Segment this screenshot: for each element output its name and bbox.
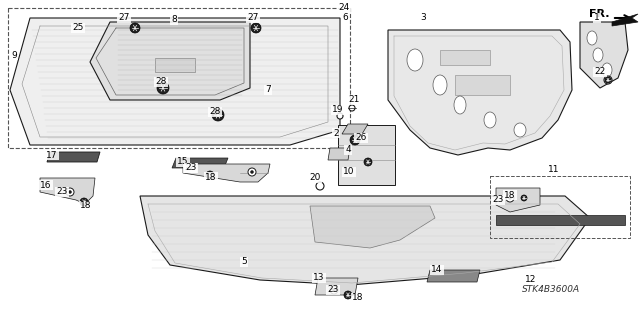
Text: 18: 18 (80, 202, 92, 211)
Polygon shape (328, 148, 350, 160)
Polygon shape (338, 125, 395, 185)
Text: 28: 28 (156, 78, 166, 86)
Text: 14: 14 (431, 265, 443, 275)
Text: 6: 6 (342, 13, 348, 23)
Polygon shape (155, 58, 195, 72)
Circle shape (250, 170, 253, 174)
Text: 19: 19 (332, 106, 344, 115)
Circle shape (509, 197, 511, 199)
Text: 9: 9 (11, 50, 17, 60)
Ellipse shape (587, 31, 597, 45)
Polygon shape (496, 215, 625, 225)
Polygon shape (47, 152, 100, 162)
Text: 16: 16 (40, 181, 52, 189)
Text: 21: 21 (348, 95, 360, 105)
Circle shape (212, 109, 224, 121)
Polygon shape (183, 164, 270, 182)
Polygon shape (172, 158, 228, 168)
Text: 12: 12 (184, 164, 196, 173)
Ellipse shape (602, 63, 612, 77)
Text: 18: 18 (504, 190, 516, 199)
Polygon shape (315, 278, 358, 295)
Circle shape (604, 76, 612, 84)
Text: 27: 27 (118, 13, 130, 23)
Text: 22: 22 (595, 68, 605, 77)
Ellipse shape (593, 48, 603, 62)
Text: 26: 26 (355, 133, 367, 143)
Text: 1: 1 (594, 13, 600, 23)
Circle shape (605, 77, 611, 83)
Circle shape (206, 171, 214, 179)
Circle shape (248, 168, 256, 176)
Circle shape (130, 23, 140, 33)
Text: 23: 23 (327, 286, 339, 294)
Text: 13: 13 (313, 273, 324, 283)
Text: 18: 18 (352, 293, 364, 302)
Circle shape (337, 113, 343, 119)
Ellipse shape (454, 96, 466, 114)
Circle shape (157, 82, 169, 94)
Polygon shape (427, 270, 480, 282)
Circle shape (506, 194, 514, 202)
Text: 11: 11 (548, 166, 560, 174)
Text: 15: 15 (177, 158, 189, 167)
Circle shape (333, 288, 335, 292)
Circle shape (344, 291, 352, 299)
Bar (8, 8, 350, 148)
Circle shape (66, 188, 74, 196)
Circle shape (521, 195, 527, 201)
Circle shape (316, 182, 324, 190)
Text: 8: 8 (171, 16, 177, 25)
Polygon shape (90, 22, 250, 100)
Text: 20: 20 (309, 174, 321, 182)
Text: 24: 24 (339, 4, 349, 12)
Text: 7: 7 (265, 85, 271, 94)
Text: 17: 17 (46, 151, 58, 160)
Text: 28: 28 (209, 108, 221, 116)
Polygon shape (342, 124, 368, 134)
Circle shape (349, 105, 355, 111)
Text: FR.: FR. (589, 9, 610, 19)
Text: 27: 27 (247, 13, 259, 23)
Ellipse shape (484, 112, 496, 128)
Polygon shape (440, 50, 490, 65)
Circle shape (80, 198, 88, 206)
Circle shape (251, 23, 261, 33)
Text: 23: 23 (492, 196, 504, 204)
Text: 25: 25 (72, 24, 84, 33)
Polygon shape (496, 188, 540, 212)
Ellipse shape (407, 49, 423, 71)
Text: 23: 23 (56, 188, 68, 197)
Text: 18: 18 (205, 173, 217, 182)
Polygon shape (10, 18, 340, 145)
Text: 10: 10 (343, 167, 355, 176)
Text: 5: 5 (241, 257, 247, 266)
Polygon shape (40, 178, 95, 204)
Polygon shape (388, 30, 572, 155)
Ellipse shape (514, 123, 526, 137)
Circle shape (350, 135, 360, 145)
Circle shape (364, 158, 372, 166)
Text: 3: 3 (420, 13, 426, 23)
Circle shape (330, 286, 338, 294)
Polygon shape (580, 22, 628, 88)
Text: 4: 4 (345, 145, 351, 154)
Text: 12: 12 (525, 276, 537, 285)
Polygon shape (612, 14, 638, 26)
Polygon shape (140, 196, 590, 285)
Text: 23: 23 (186, 164, 196, 173)
Polygon shape (310, 206, 435, 248)
Circle shape (68, 190, 72, 194)
Bar (490, 176, 630, 238)
Ellipse shape (433, 75, 447, 95)
Text: 2: 2 (333, 129, 339, 137)
Polygon shape (455, 75, 510, 95)
Text: STK4B3600A: STK4B3600A (522, 286, 580, 294)
